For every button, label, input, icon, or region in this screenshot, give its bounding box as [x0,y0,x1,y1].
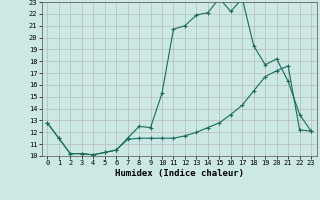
X-axis label: Humidex (Indice chaleur): Humidex (Indice chaleur) [115,169,244,178]
